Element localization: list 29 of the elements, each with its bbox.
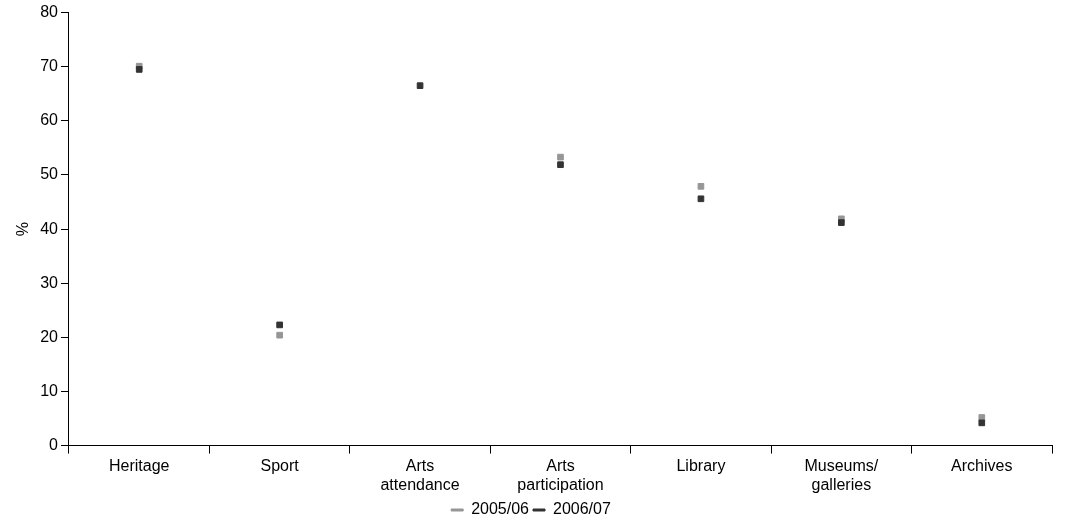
point — [697, 195, 705, 203]
y-tick-label: 0 — [49, 436, 59, 454]
point — [557, 161, 564, 169]
point — [557, 153, 564, 161]
point — [416, 82, 424, 89]
point — [838, 219, 845, 226]
x-tick-label: Arts attendance — [380, 456, 460, 493]
y-tick-label: 80 — [40, 3, 59, 21]
legend-label: 2006/07 — [553, 500, 611, 518]
point — [135, 66, 143, 73]
y-tick-label: 50 — [40, 165, 59, 183]
point — [276, 331, 283, 339]
x-tick-label: Arts participation — [517, 456, 604, 493]
x-tick-label: Library — [676, 456, 726, 474]
x-tick-label: Heritage — [108, 456, 170, 474]
y-tick-label: 10 — [40, 381, 59, 399]
y-tick-label: 20 — [40, 327, 59, 345]
y-axis-title: % — [14, 221, 32, 237]
x-tick-label: Museums/ galleries — [804, 456, 879, 493]
x-tick-label: Archives — [951, 456, 1013, 474]
y-tick-label: 40 — [40, 219, 59, 237]
point — [978, 419, 986, 427]
point — [697, 183, 705, 190]
y-tick-label: 30 — [40, 273, 59, 291]
y-tick-label: 70 — [40, 57, 59, 75]
point — [276, 321, 283, 329]
y-tick-label: 60 — [40, 111, 59, 129]
x-tick-label: Sport — [260, 456, 300, 474]
legend-label: 2005/06 — [471, 500, 530, 518]
